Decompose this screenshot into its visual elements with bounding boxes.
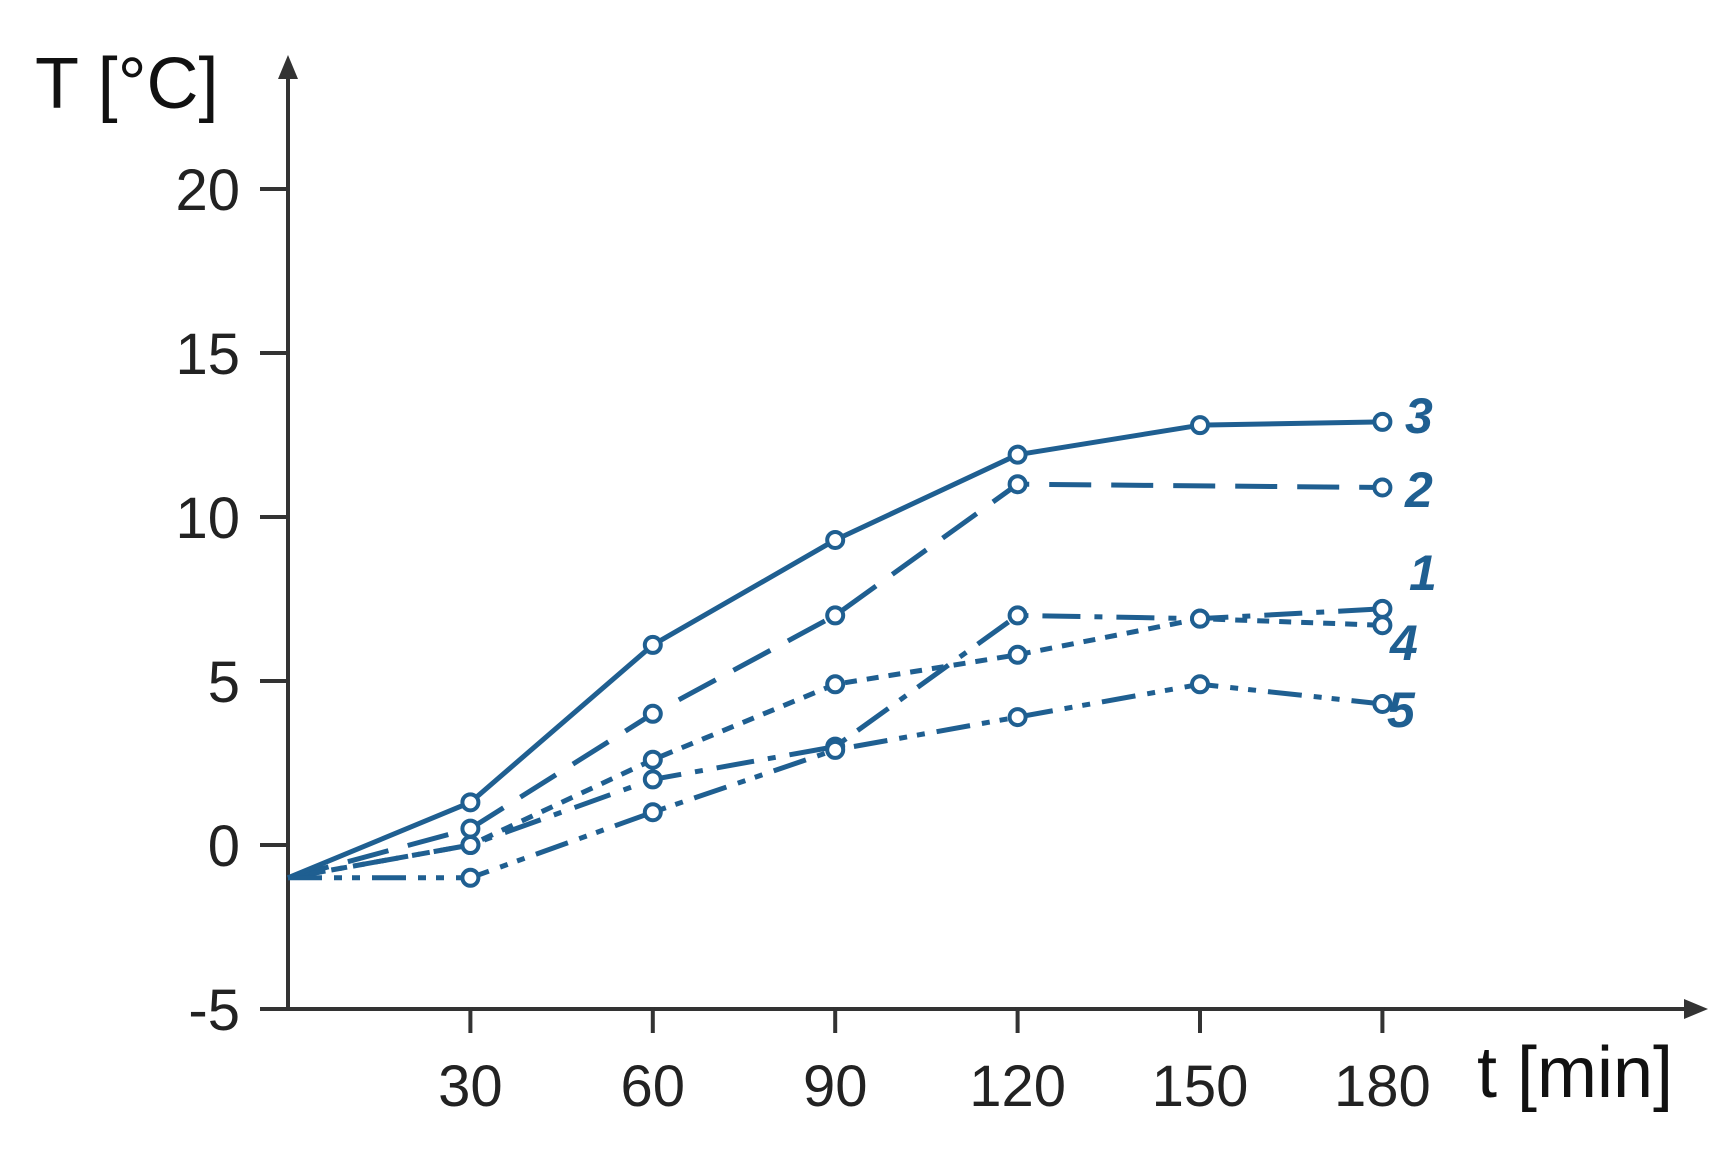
x-tick-label: 180 (1334, 1054, 1431, 1119)
series-4-point (642, 749, 663, 770)
y-tick-label: 5 (208, 650, 240, 715)
series-label-5: 5 (1387, 682, 1416, 738)
x-tick-label: 120 (969, 1054, 1066, 1119)
x-tick-label: 30 (438, 1054, 503, 1119)
series-3-point (825, 529, 846, 550)
series-label-3: 3 (1405, 388, 1433, 444)
series-label-2: 2 (1404, 462, 1433, 518)
series-5-point (642, 802, 663, 823)
series-3-point (1007, 444, 1028, 465)
x-tick-label: 60 (621, 1054, 686, 1119)
series-1-point (642, 769, 663, 790)
series-1-point (1372, 598, 1393, 619)
series-4-point (1190, 608, 1210, 629)
series-5-point (1372, 693, 1393, 714)
y-tick-label: 20 (175, 158, 240, 223)
series-line-2 (287, 481, 1383, 881)
x-tick-label: 150 (1152, 1054, 1249, 1119)
y-tick-label: 15 (175, 322, 240, 387)
x-axis-title: t [min] (1477, 1033, 1673, 1113)
series-5-point (1190, 674, 1210, 695)
y-tick-label: -5 (188, 978, 240, 1043)
series-4-point (1007, 644, 1028, 665)
series-label-1: 1 (1409, 545, 1437, 601)
x-axis-arrow-icon (1684, 999, 1708, 1019)
series-5-point (1007, 707, 1028, 728)
x-tick-label: 90 (803, 1054, 868, 1119)
series-2-point (1007, 474, 1028, 495)
series-3-point (1372, 411, 1393, 432)
y-axis-title: T [°C] (35, 44, 218, 124)
series-4-point (460, 835, 481, 855)
series-2-point (825, 605, 846, 626)
series-3-point (460, 792, 481, 813)
series-2-point (1372, 477, 1393, 498)
series-4-point (825, 674, 846, 695)
series-5-point (460, 867, 481, 888)
y-tick-label: 0 (208, 814, 240, 879)
series-2-point (460, 818, 481, 839)
series-line-3 (287, 419, 1383, 881)
series-3-point (1190, 415, 1210, 436)
series-5-point (825, 739, 846, 760)
y-tick-label: 10 (175, 486, 240, 551)
series-3-point (642, 634, 663, 655)
series-2-point (642, 703, 663, 724)
series-1-point (1007, 605, 1028, 626)
y-axis-arrow-icon (278, 55, 298, 79)
series-4-point (1372, 615, 1393, 636)
series-label-4: 4 (1389, 615, 1418, 671)
